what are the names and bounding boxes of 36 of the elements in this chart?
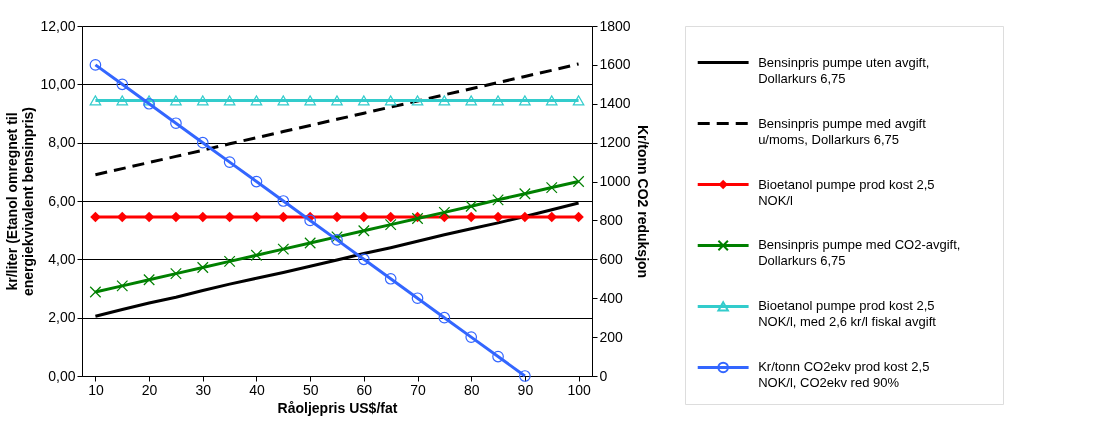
y2-tick-label: 1000 [599,173,631,190]
y-tick-label: 0,00 [48,367,76,384]
legend-label: Bensinpris pumpe med avgift u/moms, Dollarkurs 6,75 [758,115,927,147]
y2-tick-label: 1400 [599,95,631,112]
x-tick-label: 80 [463,381,480,398]
y2-tick-label: 600 [599,250,624,267]
x-tick-label: 20 [141,381,158,398]
y-tick-label: 4,00 [48,250,76,267]
y-tick-label: 6,00 [48,192,76,209]
x-tick-label: 10 [88,381,104,398]
y2-tick-label: 1800 [599,17,631,34]
x-tick-label: 30 [195,381,212,398]
y-axis-title: kr/liter (Etanol omregnet til energiekvivalent bensinpris) [4,106,37,297]
x-tick-label: 100 [567,381,591,398]
legend-label: Bensinpris pumpe uten avgift, Dollarkurs 6,75 [758,54,930,86]
y2-tick-label: 1600 [599,56,631,73]
x-tick-label: 90 [517,381,534,398]
y2-tick-label: 0 [599,367,608,384]
x-axis-title: Råoljepris US$/fat [277,399,398,416]
x-tick-label: 60 [356,381,373,398]
legend-label: Kr/tonn CO2ekv prod kost 2,5 NOK/l, CO2ekv red 90% [758,359,930,391]
x-tick-label: 40 [249,381,265,398]
y-tick-label: 2,00 [48,309,76,326]
x-tick-label: 70 [410,381,427,398]
y2-tick-label: 200 [599,328,624,345]
legend-label: Bensinpris pumpe med CO2-avgift, Dollarkurs 6,75 [758,237,961,269]
y2-tick-label: 800 [599,211,624,228]
y-tick-label: 8,00 [48,134,76,151]
y-tick-label: 12,00 [40,17,76,34]
y-tick-label: 10,00 [40,75,76,92]
y2-tick-label: 1200 [599,134,631,151]
y2-tick-label: 400 [599,289,624,306]
legend-label: Bioetanol pumpe prod kost 2,5 NOK/l [758,176,935,208]
y2-axis-title: Kr/tonn CO2 reduksjon [634,124,651,279]
x-tick-label: 50 [302,381,319,398]
legend-label: Bioetanol pumpe prod kost 2,5 NOK/l, med 2,6 kr/l fiskal avgift [758,298,937,330]
